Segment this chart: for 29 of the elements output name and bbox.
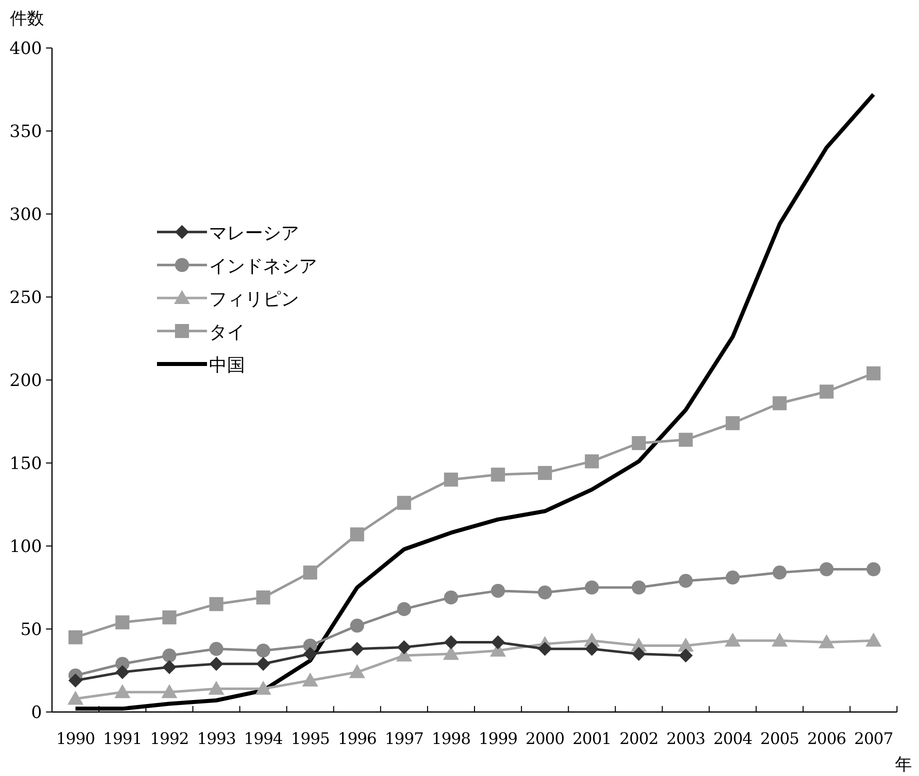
y-tick-label: 0 (31, 703, 42, 723)
x-tick-label: 1994 (244, 729, 283, 748)
x-tick-label: 2005 (760, 729, 799, 748)
y-tick-label: 50 (20, 620, 42, 640)
y-tick-label: 400 (10, 39, 42, 59)
y-tick-label: 150 (10, 454, 42, 474)
x-tick-label: 1996 (338, 729, 377, 748)
x-tick-label: 2001 (572, 729, 612, 748)
y-axis-title: 件数 (10, 9, 44, 29)
y-tick-label: 300 (10, 205, 42, 225)
x-tick-label: 2004 (713, 729, 752, 748)
x-tick-label: 1991 (103, 729, 142, 748)
x-tick-label: 2002 (619, 729, 658, 748)
x-tick-label: 2007 (854, 729, 894, 748)
x-tick-label: 1992 (150, 729, 189, 748)
y-tick-label: 350 (10, 122, 42, 142)
y-tick-label: 200 (10, 371, 42, 391)
x-tick-label: 1995 (290, 729, 330, 748)
x-tick-label: 1993 (196, 729, 236, 748)
x-tick-label: 1990 (56, 729, 96, 748)
x-tick-label: 2006 (807, 729, 846, 748)
x-axis-title: 年 (895, 755, 912, 775)
x-tick-label: 1998 (432, 729, 471, 748)
x-tick-label: 2000 (526, 729, 565, 748)
x-tick-label: 2003 (666, 729, 706, 748)
y-tick-label: 250 (10, 288, 42, 308)
x-tick-label: 1999 (478, 729, 518, 748)
x-tick-label: 1997 (384, 729, 424, 748)
y-tick-label: 100 (10, 537, 42, 557)
